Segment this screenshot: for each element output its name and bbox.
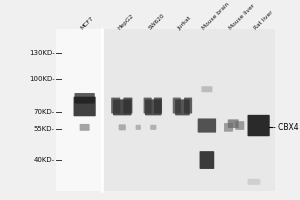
FancyBboxPatch shape — [173, 98, 181, 114]
Text: 40KD-: 40KD- — [33, 157, 55, 163]
Text: SW620: SW620 — [148, 13, 166, 31]
FancyBboxPatch shape — [228, 119, 239, 128]
Text: Rat liver: Rat liver — [253, 10, 274, 31]
FancyBboxPatch shape — [248, 179, 260, 185]
FancyBboxPatch shape — [175, 99, 190, 115]
FancyBboxPatch shape — [200, 151, 214, 169]
Text: 100KD-: 100KD- — [29, 76, 55, 82]
FancyBboxPatch shape — [145, 99, 162, 115]
FancyBboxPatch shape — [198, 118, 216, 133]
FancyBboxPatch shape — [119, 124, 126, 130]
Bar — [56, 29, 102, 191]
FancyBboxPatch shape — [123, 98, 132, 114]
FancyBboxPatch shape — [224, 123, 233, 132]
FancyBboxPatch shape — [154, 98, 162, 114]
FancyBboxPatch shape — [136, 125, 141, 130]
FancyBboxPatch shape — [201, 86, 212, 92]
Text: Mouse brain: Mouse brain — [202, 2, 231, 31]
FancyBboxPatch shape — [184, 98, 192, 114]
Text: 70KD-: 70KD- — [33, 109, 55, 115]
Bar — [56, 29, 274, 191]
FancyBboxPatch shape — [144, 98, 152, 114]
Text: Jurkat: Jurkat — [177, 16, 193, 31]
Text: MCF7: MCF7 — [79, 16, 94, 31]
FancyBboxPatch shape — [74, 93, 95, 104]
FancyBboxPatch shape — [235, 121, 244, 130]
Text: - CBX4: - CBX4 — [273, 123, 298, 132]
Text: 130KD-: 130KD- — [29, 50, 55, 56]
FancyBboxPatch shape — [80, 124, 90, 131]
Text: Mouse liver: Mouse liver — [228, 3, 256, 31]
FancyBboxPatch shape — [74, 97, 96, 116]
Text: HepG2: HepG2 — [117, 13, 135, 31]
FancyBboxPatch shape — [111, 98, 120, 114]
FancyBboxPatch shape — [150, 125, 156, 130]
FancyBboxPatch shape — [248, 115, 270, 136]
Text: 55KD-: 55KD- — [34, 126, 55, 132]
FancyBboxPatch shape — [113, 99, 131, 115]
